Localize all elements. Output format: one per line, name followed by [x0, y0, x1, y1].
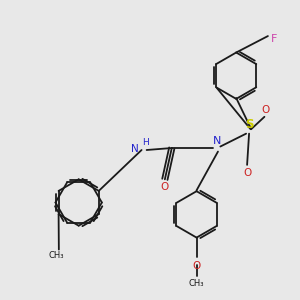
- Text: O: O: [243, 168, 251, 178]
- Text: H: H: [142, 138, 149, 147]
- Text: O: O: [161, 182, 169, 192]
- Text: CH₃: CH₃: [189, 279, 204, 288]
- Text: CH₃: CH₃: [48, 251, 64, 260]
- Text: O: O: [192, 261, 201, 271]
- Text: N: N: [213, 136, 222, 146]
- Text: F: F: [271, 34, 277, 44]
- Text: N: N: [131, 144, 139, 154]
- Text: O: O: [262, 105, 270, 115]
- Text: S: S: [245, 118, 253, 131]
